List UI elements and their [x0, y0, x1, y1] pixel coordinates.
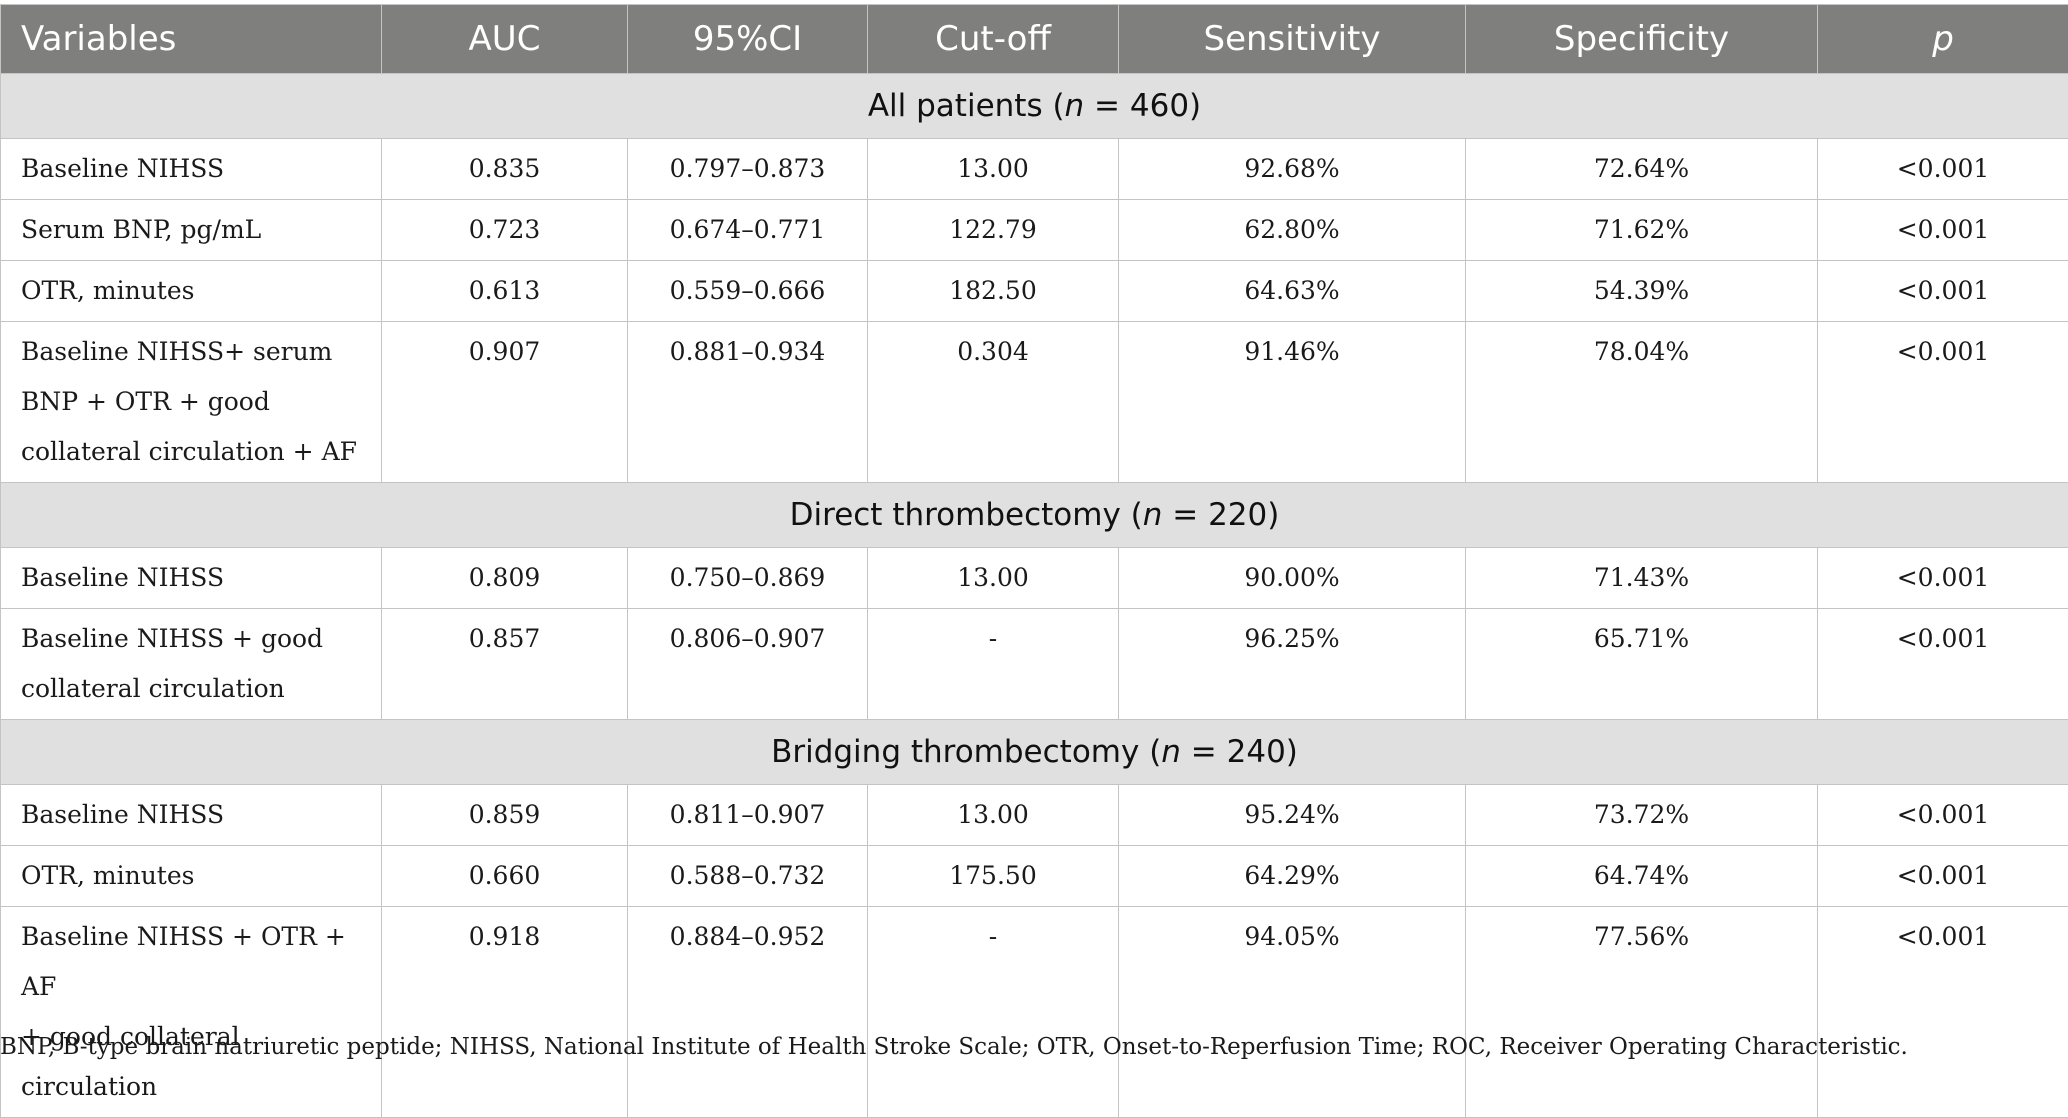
variable-cell: Baseline NIHSS + OTR + AF+ good collater… — [1, 907, 382, 1118]
variable-line: Baseline NIHSS + OTR + AF — [21, 922, 346, 1001]
cutoff-cell: 13.00 — [868, 785, 1119, 846]
variable-cell: Baseline NIHSS+ serum BNP + OTR + good col… — [1, 322, 382, 483]
variable-line: collateral circulation — [21, 674, 285, 703]
cutoff-cell: - — [868, 609, 1119, 720]
header-cutoff: Cut-off — [868, 5, 1119, 74]
variable-cell: Baseline NIHSS — [1, 548, 382, 609]
variable-line: Baseline NIHSS + good — [21, 624, 323, 653]
auc-cell: 0.660 — [382, 846, 628, 907]
auc-cell: 0.907 — [382, 322, 628, 483]
auc-cell: 0.809 — [382, 548, 628, 609]
specificity-cell: 77.56% — [1466, 907, 1818, 1118]
variable-cell: OTR, minutes — [1, 261, 382, 322]
table-header-row: Variables AUC 95%CI Cut-off Sensitivity … — [1, 5, 2068, 74]
section-header-direct-thrombectomy: Direct thrombectomy (n = 220) — [1, 483, 2068, 548]
p-cell: <0.001 — [1818, 139, 2068, 200]
ci-cell: 0.588–0.732 — [628, 846, 868, 907]
cutoff-cell: 122.79 — [868, 200, 1119, 261]
sensitivity-cell: 95.24% — [1119, 785, 1466, 846]
variable-cell: Baseline NIHSS — [1, 785, 382, 846]
auc-cell: 0.835 — [382, 139, 628, 200]
header-sensitivity: Sensitivity — [1119, 5, 1466, 74]
sensitivity-cell: 64.63% — [1119, 261, 1466, 322]
variable-line: Baseline NIHSS+ serum — [21, 337, 332, 366]
header-auc: AUC — [382, 5, 628, 74]
p-cell: <0.001 — [1818, 261, 2068, 322]
ci-cell: 0.811–0.907 — [628, 785, 868, 846]
ci-cell: 0.884–0.952 — [628, 907, 868, 1118]
variable-cell: OTR, minutes — [1, 846, 382, 907]
p-cell: <0.001 — [1818, 785, 2068, 846]
cutoff-cell: 0.304 — [868, 322, 1119, 483]
variable-cell: Baseline NIHSS + good collateral circulat… — [1, 609, 382, 720]
p-cell: <0.001 — [1818, 548, 2068, 609]
ci-cell: 0.750–0.869 — [628, 548, 868, 609]
auc-cell: 0.859 — [382, 785, 628, 846]
auc-cell: 0.613 — [382, 261, 628, 322]
p-cell: <0.001 — [1818, 609, 2068, 720]
table-row: Baseline NIHSS 0.859 0.811–0.907 13.00 9… — [1, 785, 2068, 846]
cutoff-cell: 13.00 — [868, 139, 1119, 200]
sensitivity-cell: 62.80% — [1119, 200, 1466, 261]
cutoff-cell: 182.50 — [868, 261, 1119, 322]
section-label: Bridging thrombectomy (n = 240) — [1, 720, 2068, 785]
header-variables: Variables — [1, 5, 382, 74]
sensitivity-cell: 64.29% — [1119, 846, 1466, 907]
table-row: OTR, minutes 0.613 0.559–0.666 182.50 64… — [1, 261, 2068, 322]
sensitivity-cell: 92.68% — [1119, 139, 1466, 200]
sensitivity-cell: 94.05% — [1119, 907, 1466, 1118]
cutoff-cell: 175.50 — [868, 846, 1119, 907]
variable-line: collateral circulation + AF — [21, 437, 357, 466]
specificity-cell: 71.43% — [1466, 548, 1818, 609]
section-header-bridging-thrombectomy: Bridging thrombectomy (n = 240) — [1, 720, 2068, 785]
table-row: Baseline NIHSS + good collateral circulat… — [1, 609, 2068, 720]
specificity-cell: 71.62% — [1466, 200, 1818, 261]
section-label: Direct thrombectomy (n = 220) — [1, 483, 2068, 548]
header-p: p — [1818, 5, 2068, 74]
table-row: Baseline NIHSS + OTR + AF+ good collater… — [1, 907, 2068, 1118]
header-ci: 95%CI — [628, 5, 868, 74]
cutoff-cell: - — [868, 907, 1119, 1118]
table-footnote: BNP, B-type brain natriuretic peptide; N… — [0, 1034, 2068, 1060]
ci-cell: 0.806–0.907 — [628, 609, 868, 720]
section-header-all-patients: All patients (n = 460) — [1, 74, 2068, 139]
table-row: Baseline NIHSS+ serum BNP + OTR + good col… — [1, 322, 2068, 483]
roc-results-table: Variables AUC 95%CI Cut-off Sensitivity … — [0, 4, 2068, 1118]
table-row: Baseline NIHSS 0.809 0.750–0.869 13.00 9… — [1, 548, 2068, 609]
variable-cell: Serum BNP, pg/mL — [1, 200, 382, 261]
sensitivity-cell: 90.00% — [1119, 548, 1466, 609]
variable-cell: Baseline NIHSS — [1, 139, 382, 200]
p-cell: <0.001 — [1818, 322, 2068, 483]
specificity-cell: 64.74% — [1466, 846, 1818, 907]
variable-line: BNP + OTR + good — [21, 387, 270, 416]
ci-cell: 0.674–0.771 — [628, 200, 868, 261]
sensitivity-cell: 96.25% — [1119, 609, 1466, 720]
auc-cell: 0.918 — [382, 907, 628, 1118]
table-row: Serum BNP, pg/mL 0.723 0.674–0.771 122.7… — [1, 200, 2068, 261]
ci-cell: 0.559–0.666 — [628, 261, 868, 322]
header-specificity: Specificity — [1466, 5, 1818, 74]
specificity-cell: 78.04% — [1466, 322, 1818, 483]
specificity-cell: 73.72% — [1466, 785, 1818, 846]
specificity-cell: 65.71% — [1466, 609, 1818, 720]
p-cell: <0.001 — [1818, 846, 2068, 907]
ci-cell: 0.881–0.934 — [628, 322, 868, 483]
ci-cell: 0.797–0.873 — [628, 139, 868, 200]
auc-cell: 0.723 — [382, 200, 628, 261]
p-cell: <0.001 — [1818, 200, 2068, 261]
sensitivity-cell: 91.46% — [1119, 322, 1466, 483]
table-row: OTR, minutes 0.660 0.588–0.732 175.50 64… — [1, 846, 2068, 907]
p-cell: <0.001 — [1818, 907, 2068, 1118]
table-row: Baseline NIHSS 0.835 0.797–0.873 13.00 9… — [1, 139, 2068, 200]
auc-cell: 0.857 — [382, 609, 628, 720]
specificity-cell: 54.39% — [1466, 261, 1818, 322]
section-label: All patients (n = 460) — [1, 74, 2068, 139]
cutoff-cell: 13.00 — [868, 548, 1119, 609]
specificity-cell: 72.64% — [1466, 139, 1818, 200]
